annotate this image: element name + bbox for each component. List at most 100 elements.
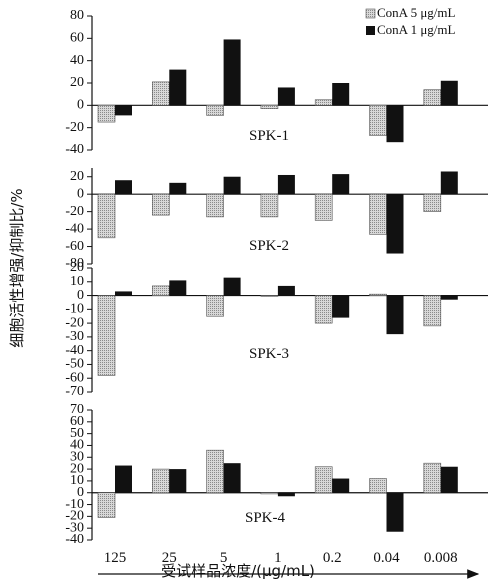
y-tick-label: 20 xyxy=(70,260,84,275)
bar-spk-1-cona1-6 xyxy=(440,80,458,106)
bar-spk-3-cona5-0 xyxy=(97,295,116,376)
bar-spk-2-cona5-5 xyxy=(369,193,387,235)
legend: ConA 5 μg/mL ConA 1 μg/mL xyxy=(365,5,456,37)
legend-label-cona1: ConA 1 μg/mL xyxy=(377,22,456,37)
bar-spk-4-cona1-0 xyxy=(115,465,132,493)
bar-spk-1-cona5-1 xyxy=(152,81,170,106)
y-tick-label: 30 xyxy=(70,449,84,464)
bar-spk-4-cona5-5 xyxy=(369,478,387,494)
bar-spk-2-cona1-4 xyxy=(332,174,350,195)
bar-spk-3-cona1-2 xyxy=(223,277,241,296)
panel-spk-1: -40 -20 0 20 40 60 80 SPK-1 xyxy=(65,8,488,157)
bar-spk-3-cona1-3 xyxy=(277,285,295,296)
y-tick-label: -40 xyxy=(65,142,84,157)
y-tick-label: -10 xyxy=(65,497,84,512)
x-axis-title: 受试样品浓度/(μg/mL) xyxy=(161,562,315,580)
bar-spk-2-cona5-3 xyxy=(260,193,279,218)
bar-spk-1-cona1-2 xyxy=(223,39,241,106)
y-tick-label: 50 xyxy=(70,426,84,441)
y-tick-label: 10 xyxy=(70,274,84,289)
y-tick-label: 80 xyxy=(70,8,84,23)
y-tick-label: -20 xyxy=(65,315,84,330)
legend-swatch-cona5 xyxy=(365,8,376,19)
bar-spk-3-cona1-6 xyxy=(440,295,458,300)
y-tick-label: -70 xyxy=(65,384,84,399)
y-tick-label: -80 xyxy=(65,256,84,271)
x-tick-label: 5 xyxy=(220,550,228,566)
x-tick-label: 1 xyxy=(274,550,282,566)
bar-spk-4-cona5-4 xyxy=(314,466,333,494)
bar-spk-4-cona1-5 xyxy=(386,492,404,532)
bar-spk-4-cona1-1 xyxy=(169,469,187,493)
y-tick-label: -40 xyxy=(65,532,84,547)
y-tick-label: 40 xyxy=(70,438,84,453)
panel-label: SPK-2 xyxy=(249,238,289,254)
x-tick-labels: 125 25 5 1 0.2 0.04 0.008 xyxy=(104,550,458,566)
y-tick-label: -50 xyxy=(65,357,84,372)
bar-spk-2-cona1-1 xyxy=(169,182,187,195)
bar-spk-4-cona1-3 xyxy=(277,492,295,497)
x-tick-label: 0.008 xyxy=(424,550,458,566)
bar-spk-4-cona5-6 xyxy=(423,462,442,494)
bar-spk-4-cona5-3 xyxy=(260,492,279,495)
bar-spk-2-cona5-1 xyxy=(152,193,170,216)
y-tick-label: 0 xyxy=(77,98,84,113)
bar-spk-1-cona5-2 xyxy=(206,105,224,116)
y-tick-label: -60 xyxy=(65,239,84,254)
bar-spk-2-cona1-5 xyxy=(386,194,404,254)
bar-spk-1-cona5-4 xyxy=(314,99,333,106)
bar-spk-1-cona1-1 xyxy=(169,69,187,106)
x-tick-label: 0.04 xyxy=(373,550,400,566)
bar-spk-3-cona5-1 xyxy=(152,285,170,296)
bar-spk-3-cona1-0 xyxy=(115,291,132,296)
bar-spk-1-cona5-5 xyxy=(369,105,387,136)
bar-spk-2-cona5-4 xyxy=(314,193,333,221)
bar-spk-1-cona5-3 xyxy=(260,105,279,109)
bar-spk-2-cona1-0 xyxy=(115,180,132,195)
y-tick-label: -30 xyxy=(65,329,84,344)
bar-spk-3-cona1-1 xyxy=(169,280,187,296)
bar-spk-2-cona1-6 xyxy=(440,171,458,195)
y-tick-label: -30 xyxy=(65,520,84,535)
x-tick-label: 25 xyxy=(162,550,177,566)
bar-spk-3-cona5-2 xyxy=(206,295,224,317)
y-tick-label: -40 xyxy=(65,221,84,236)
y-tick-label: 0 xyxy=(77,485,84,500)
bar-spk-4-cona5-1 xyxy=(152,468,170,494)
y-tick-label: 60 xyxy=(70,414,84,429)
panel-label: SPK-1 xyxy=(249,128,289,144)
bar-spk-4-cona1-4 xyxy=(332,478,350,493)
y-tick-label: 70 xyxy=(70,402,84,417)
bar-spk-3-cona5-3 xyxy=(260,295,279,297)
y-tick-label: -20 xyxy=(65,509,84,524)
bar-spk-3-cona1-4 xyxy=(332,295,350,318)
legend-swatch-cona1 xyxy=(366,26,375,35)
y-tick-label: -60 xyxy=(65,370,84,385)
bar-spk-2-cona5-2 xyxy=(206,193,224,218)
y-axis-title: 细胞活性增强/抑制比/% xyxy=(8,188,26,347)
panels-layer: -40 -20 0 20 40 60 80 SPK-1 -80 -60 -40 -20 0 20 SPK-2… xyxy=(65,8,488,547)
panel-spk-2: -80 -60 -40 -20 0 20 SPK-2 xyxy=(65,168,488,271)
y-tick-label: 10 xyxy=(70,473,84,488)
bar-spk-1-cona1-4 xyxy=(332,83,350,106)
bar-spk-3-cona5-6 xyxy=(423,295,442,327)
bar-spk-1-cona5-6 xyxy=(423,89,442,106)
legend-label-cona5: ConA 5 μg/mL xyxy=(377,5,456,20)
bar-spk-2-cona5-0 xyxy=(97,193,116,239)
bar-spk-1-cona5-0 xyxy=(97,105,116,123)
bar-spk-1-cona1-0 xyxy=(115,105,132,116)
panel-label: SPK-3 xyxy=(249,346,289,362)
y-tick-label: 20 xyxy=(70,461,84,476)
y-tick-label: -40 xyxy=(65,343,84,358)
bar-spk-2-cona5-6 xyxy=(423,193,442,212)
y-tick-label: 60 xyxy=(70,31,84,46)
y-tick-label: 20 xyxy=(70,75,84,90)
bar-spk-1-cona1-5 xyxy=(386,105,404,143)
bar-spk-2-cona1-2 xyxy=(223,176,241,195)
y-tick-label: -20 xyxy=(65,204,84,219)
bar-spk-4-cona1-6 xyxy=(440,466,458,493)
bar-spk-1-cona1-3 xyxy=(277,87,295,106)
